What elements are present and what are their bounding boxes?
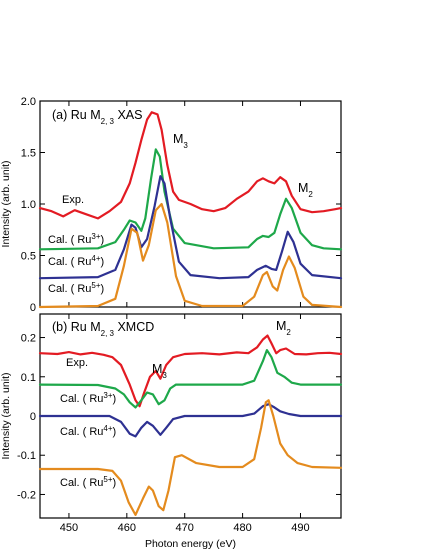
series-label-ru5: Cal. ( Ru5+) xyxy=(48,281,104,296)
x-tick-label: 450 xyxy=(60,522,78,534)
y-tick-label: 0.5 xyxy=(21,251,36,263)
y-tick-label: 1.5 xyxy=(21,148,36,160)
series-label-exp: Exp. xyxy=(66,357,88,369)
series-label-ru4-part: 4+ xyxy=(103,424,112,433)
series-line-ru5 xyxy=(38,399,343,517)
y-tick-label: 0 xyxy=(30,411,36,423)
series-label-ru3-part: 3+ xyxy=(103,391,112,400)
annotation-m3-part: 3 xyxy=(162,371,167,380)
y-axis-title-a: Intensity (arb. unit) xyxy=(0,161,12,248)
series-line-ru4 xyxy=(38,403,343,438)
panel-title-b-part: 2, 3 xyxy=(101,329,115,338)
panel-title-a-part: (a) Ru M xyxy=(52,108,101,122)
series-label-ru5-part: ) xyxy=(101,283,105,295)
x-tick-label: 460 xyxy=(118,522,136,534)
x-tick-label: 490 xyxy=(291,522,309,534)
y-tick-label: -0.2 xyxy=(17,489,36,501)
annotation-m2-part: M xyxy=(276,319,286,333)
series-label-ru4: Cal. ( Ru4+) xyxy=(48,254,104,269)
annotation-m3: M3 xyxy=(173,132,188,150)
x-axis-title: Photon energy (eV) xyxy=(145,538,236,550)
annotation-m2-part: 2 xyxy=(308,190,313,199)
series-label-ru4-part: ) xyxy=(113,426,117,438)
series-label-ru3: Cal. ( Ru3+) xyxy=(60,391,116,406)
x-tick-label: 470 xyxy=(176,522,194,534)
y-axis-title-b: Intensity (arb. unit) xyxy=(0,373,12,460)
series-label-ru3-part: 3+ xyxy=(91,232,100,241)
panel-title-a-part: XAS xyxy=(114,108,143,122)
panel-title-a-part: 2, 3 xyxy=(101,117,115,126)
annotation-m2-part: 2 xyxy=(286,328,291,337)
annotation-m3: M3 xyxy=(152,362,167,380)
series-label-ru3: Cal. ( Ru3+) xyxy=(48,232,104,247)
series-label-ru3-part: Cal. ( Ru xyxy=(48,234,91,246)
series-line-ru4 xyxy=(38,175,343,280)
annotation-m2: M2 xyxy=(276,319,291,337)
y-tick-label: 0.1 xyxy=(21,372,36,384)
series-label-ru5-part: Cal. ( Ru xyxy=(48,283,91,295)
series-label-ru3-part: Cal. ( Ru xyxy=(60,393,103,405)
panel-title-b: (b) Ru M2, 3 XMCD xyxy=(52,320,154,338)
panel-title-b-part: (b) Ru M xyxy=(52,320,101,334)
series-label-ru3-part: ) xyxy=(101,234,105,246)
y-tick-label: 1.0 xyxy=(21,199,36,211)
series-label-ru5-part: 5+ xyxy=(103,475,112,484)
y-tick-label: -0.1 xyxy=(17,450,36,462)
series-label-ru5-part: ) xyxy=(113,477,117,489)
panel-title-b-part: XMCD xyxy=(114,320,154,334)
y-tick-label: 2.0 xyxy=(21,96,36,108)
panel-title-a: (a) Ru M2, 3 XAS xyxy=(52,108,142,126)
panel-a: 0 0.5 1.0 1.5 2.0 Intensity (arb. unit) xyxy=(0,96,343,314)
x-tick-label: 480 xyxy=(233,522,251,534)
y-tick-label: 0 xyxy=(30,302,36,314)
series-line-exp xyxy=(38,111,343,220)
annotation-m3-part: M xyxy=(152,362,162,376)
series-line-ru5 xyxy=(38,202,343,309)
series-label-ru5-part: Cal. ( Ru xyxy=(60,477,103,489)
series-line-ru3 xyxy=(38,349,343,409)
series-label-ru4-part: Cal. ( Ru xyxy=(60,426,103,438)
series-label-ru3-part: ) xyxy=(113,393,117,405)
series-label-ru4-part: 4+ xyxy=(91,254,100,263)
series-line-ru3 xyxy=(38,148,343,251)
annotation-m3-part: 3 xyxy=(183,141,188,150)
annotation-m3-part: M xyxy=(173,132,183,146)
panel-b: -0.2 -0.1 0 0.1 0.2 450 460 470 480 490 Intensity … xyxy=(0,313,343,550)
series-label-ru4: Cal. ( Ru4+) xyxy=(60,424,116,439)
annotation-m2-part: M xyxy=(298,181,308,195)
series-label-exp: Exp. xyxy=(62,194,84,206)
series-label-ru5: Cal. ( Ru5+) xyxy=(60,475,116,490)
series-label-ru5-part: 5+ xyxy=(91,281,100,290)
series-label-exp-part: Exp. xyxy=(62,194,84,206)
series-label-exp-part: Exp. xyxy=(66,357,88,369)
y-tick-label: 0.2 xyxy=(21,333,36,345)
series-line-exp xyxy=(38,334,343,408)
series-label-ru4-part: Cal. ( Ru xyxy=(48,256,91,268)
series-label-ru4-part: ) xyxy=(101,256,105,268)
annotation-m2: M2 xyxy=(298,181,313,199)
